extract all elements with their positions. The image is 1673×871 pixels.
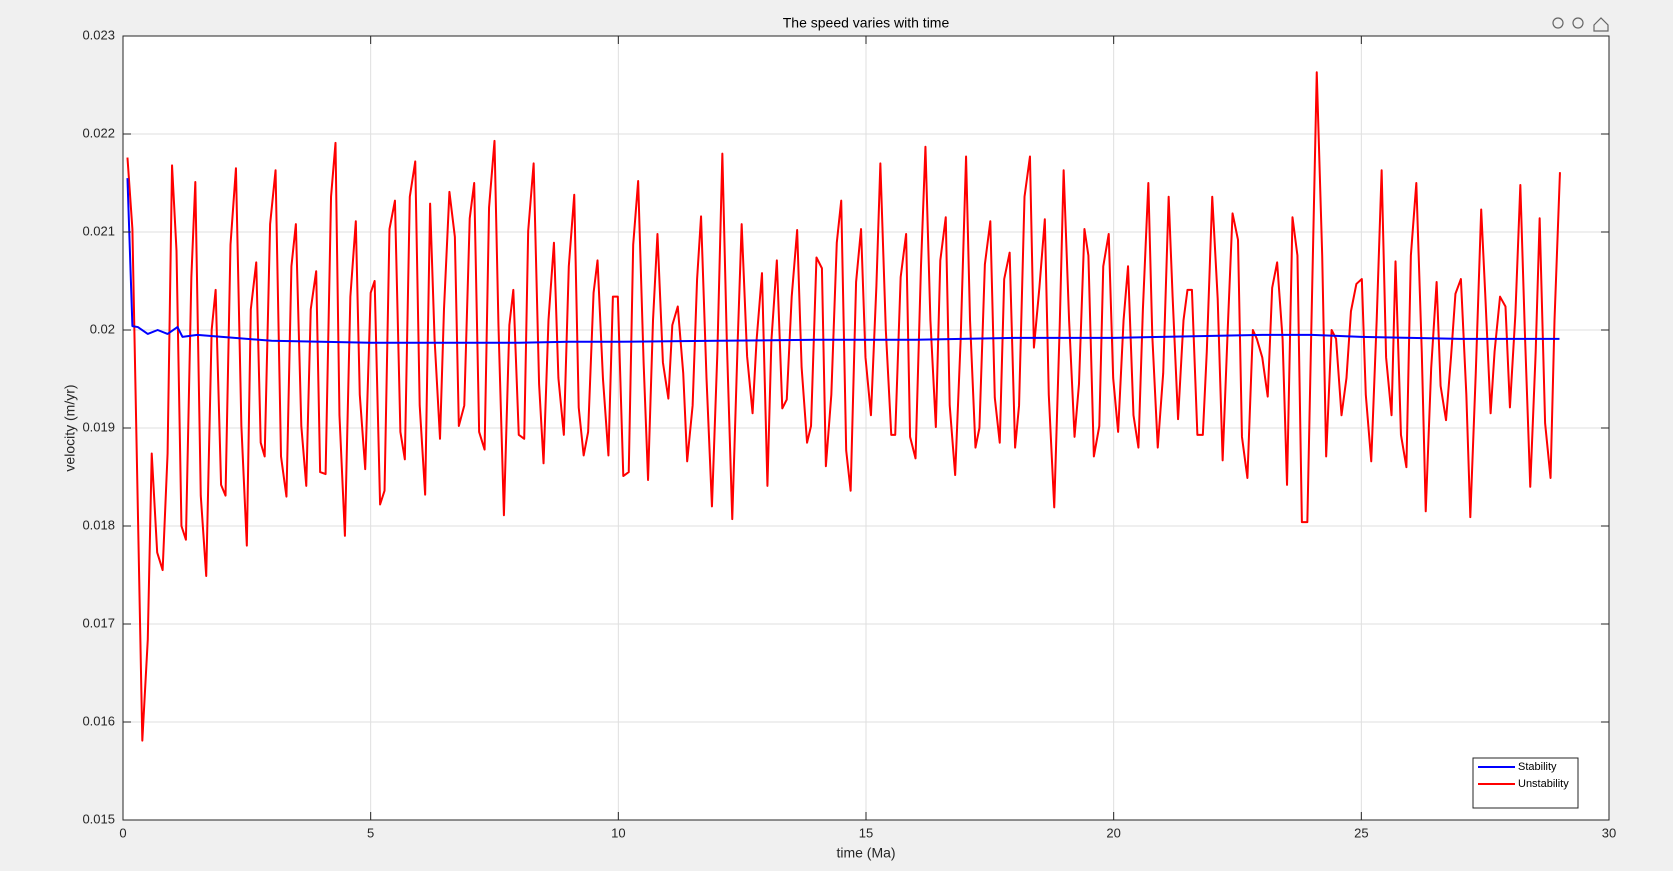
zoom-in[interactable]: [1552, 17, 1564, 29]
x-tick-label: 30: [1602, 825, 1616, 840]
legend-label: Stability: [1518, 761, 1557, 773]
y-tick-label: 0.021: [82, 223, 115, 238]
x-axis-label: time (Ma): [836, 845, 895, 861]
y-tick-label: 0.016: [82, 713, 115, 728]
x-tick-label: 0: [119, 825, 126, 840]
y-axis-label: velocity (m/yr): [62, 384, 78, 471]
data-line: [126, 71, 1561, 742]
y-tick-label: 0.023: [82, 27, 115, 42]
chart-title: The speed varies with time: [783, 15, 950, 31]
y-tick-label: 0.019: [82, 419, 115, 434]
x-tick-label: 25: [1354, 825, 1368, 840]
x-tick-label: 5: [367, 825, 374, 840]
y-tick-label: 0.02: [90, 321, 115, 336]
y-tick-label: 0.018: [82, 517, 115, 532]
home[interactable]: [1593, 17, 1609, 32]
legend-label: Unstability: [1518, 778, 1569, 790]
zoom-out[interactable]: [1572, 17, 1584, 29]
y-tick-label: 0.015: [82, 811, 115, 826]
data-line: [126, 178, 1560, 344]
toolbar[interactable]: [1552, 17, 1609, 32]
y-tick-label: 0.022: [82, 125, 115, 140]
y-tick-label: 0.017: [82, 615, 115, 630]
x-tick-label: 20: [1106, 825, 1120, 840]
x-tick-label: 15: [859, 825, 873, 840]
x-tick-label: 10: [611, 825, 625, 840]
